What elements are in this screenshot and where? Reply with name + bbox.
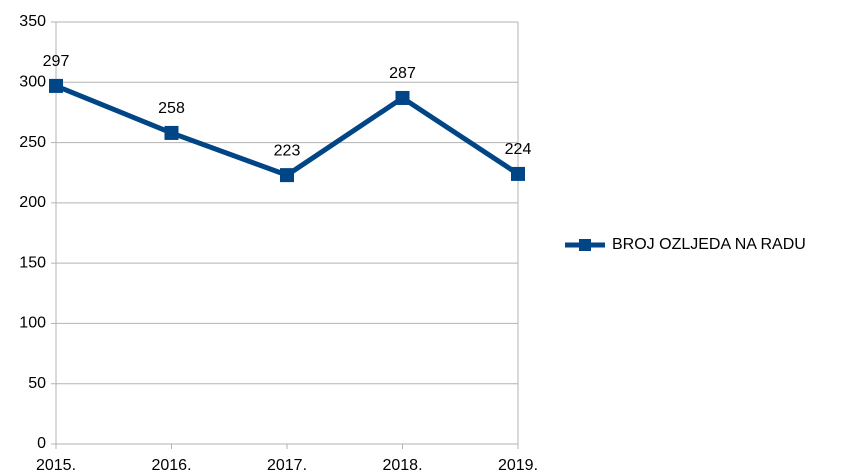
data-label: 287 (389, 65, 416, 82)
data-label: 297 (43, 53, 70, 70)
point-marker (511, 166, 525, 181)
y-tick-label: 300 (19, 74, 46, 91)
data-label: 224 (505, 141, 532, 158)
y-tick-label: 50 (28, 375, 46, 392)
y-tick-label: 200 (19, 194, 46, 211)
y-tick-label: 250 (19, 134, 46, 151)
x-tick-label: 2016. (151, 457, 191, 474)
legend-marker (579, 239, 591, 251)
legend-label: BROJ OZLJEDA NA RADU (612, 236, 806, 253)
point-marker (395, 90, 410, 105)
x-tick-label: 2018. (382, 457, 422, 474)
data-label: 258 (158, 100, 185, 117)
x-tick-label: 2017. (267, 457, 307, 474)
x-tick-label: 2015. (36, 457, 76, 474)
y-tick-label: 100 (19, 315, 46, 332)
y-tick-label: 150 (19, 254, 46, 271)
point-marker (280, 168, 294, 183)
point-marker (164, 125, 179, 140)
y-tick-label: 0 (37, 435, 46, 452)
y-tick-label: 350 (19, 13, 46, 30)
x-tick-label: 2019. (498, 457, 538, 474)
series-line (55, 83, 520, 178)
point-marker (49, 78, 63, 93)
data-label: 223 (274, 142, 301, 159)
